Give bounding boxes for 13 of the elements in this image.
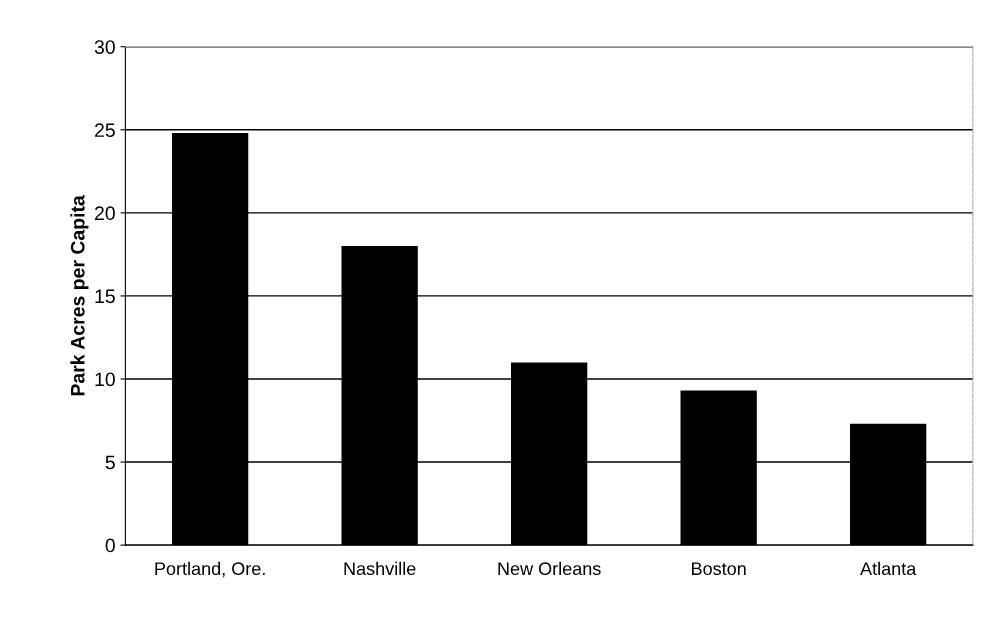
x-tick-label: Atlanta (860, 561, 917, 576)
y-tick-label: 10 (95, 372, 115, 387)
y-tick-label: 5 (105, 455, 115, 470)
x-tick-label: Boston (692, 562, 746, 576)
x-tick-label: New Orleans (498, 561, 601, 576)
y-tick-label: 0 (105, 538, 115, 553)
x-tick-label: Portland, Ore. (155, 561, 265, 578)
x-tick-label: Nashville (344, 561, 416, 576)
y-tick-label: 30 (94, 40, 115, 54)
y-tick-label: 25 (95, 123, 115, 138)
y-tick-label: 20 (95, 206, 115, 221)
y-tick-label: 15 (95, 289, 115, 304)
y-axis-title: Park Acres per Capita (70, 195, 89, 396)
